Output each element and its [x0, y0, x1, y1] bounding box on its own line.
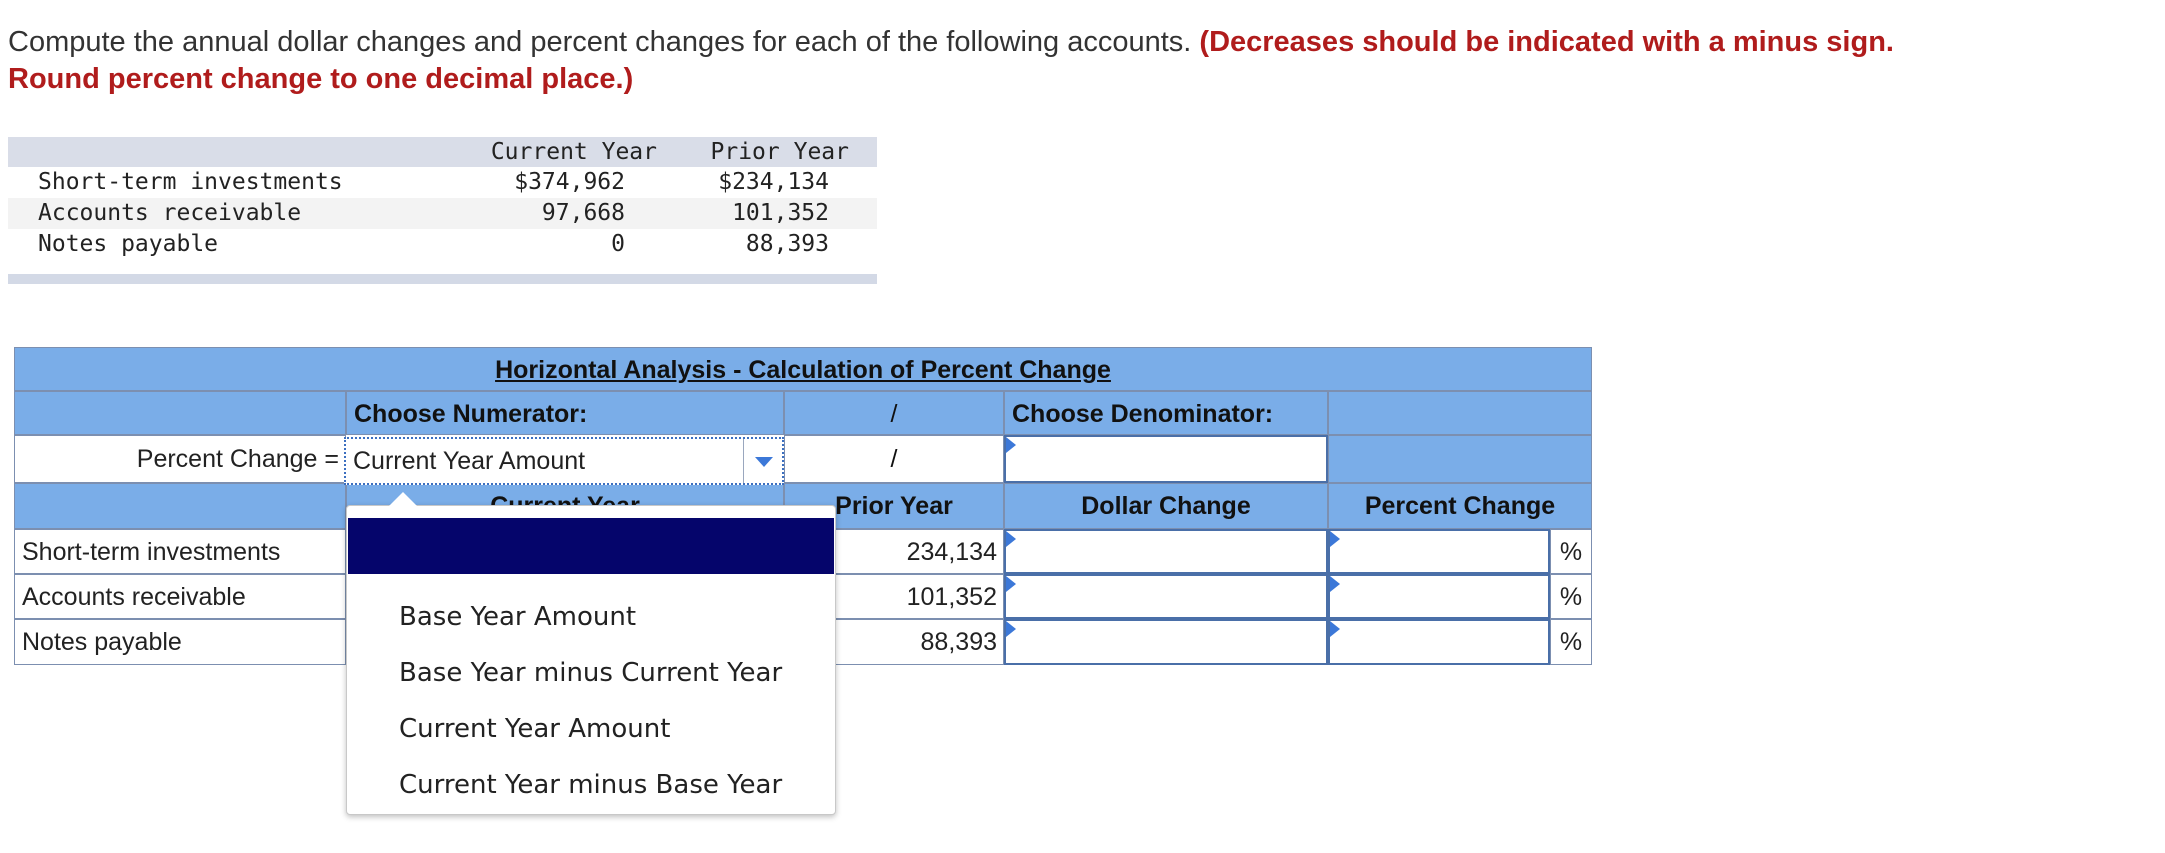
given-row-label: Notes payable: [38, 231, 219, 257]
chevron-down-icon: [755, 457, 773, 467]
percent-sign: %: [1550, 619, 1592, 665]
instructions-emphasis: (Decreases should be indicated with a mi…: [8, 26, 1894, 95]
percent-change-input[interactable]: [1328, 529, 1550, 574]
dropdown-option[interactable]: Current Year minus Base Year: [399, 770, 783, 800]
dropdown-toggle[interactable]: [743, 439, 782, 483]
dropdown-option[interactable]: Current Year Amount: [399, 714, 671, 744]
given-row: Accounts receivable 97,668 101,352: [8, 198, 877, 229]
numerator-selected-value: Current Year Amount: [353, 447, 586, 475]
formula-blank-cell: [1328, 435, 1592, 483]
dropdown-caret-icon: [389, 492, 417, 506]
given-row-label: Short-term investments: [38, 169, 343, 195]
numerator-dropdown-menu: Base Year Amount Base Year minus Current…: [346, 492, 836, 815]
row-label-accounts-receivable: Accounts receivable: [14, 574, 346, 619]
given-row-current: 0: [611, 231, 625, 257]
input-marker-icon: [1330, 621, 1340, 637]
input-marker-icon: [1006, 576, 1016, 592]
input-marker-icon: [1006, 531, 1016, 547]
given-data-table: Current Year Prior Year Short-term inves…: [8, 137, 877, 284]
dropdown-option[interactable]: Base Year minus Current Year: [399, 658, 783, 688]
input-marker-icon: [1006, 621, 1016, 637]
dollar-change-input[interactable]: [1004, 574, 1328, 619]
choose-numerator-label: Choose Numerator:: [346, 391, 784, 435]
divide-slash: /: [784, 435, 1004, 483]
input-marker-icon: [1330, 576, 1340, 592]
given-header-current-year: Current Year: [490, 139, 657, 165]
given-table-header: Current Year Prior Year: [8, 137, 877, 167]
percent-sign: %: [1550, 574, 1592, 619]
dropdown-option[interactable]: Base Year Amount: [399, 602, 637, 632]
percent-change-formula-label: Percent Change =: [14, 435, 346, 483]
given-table-bottom-bar: [8, 274, 877, 284]
given-row-prior: 101,352: [732, 200, 829, 226]
denominator-select[interactable]: [1004, 435, 1328, 483]
percent-change-input[interactable]: [1328, 619, 1550, 665]
dropdown-option-blank-highlighted[interactable]: [348, 518, 834, 574]
divide-slash: /: [784, 391, 1004, 435]
percent-change-input[interactable]: [1328, 574, 1550, 619]
numerator-select[interactable]: Current Year Amount: [344, 437, 784, 485]
given-row-prior: $234,134: [718, 169, 829, 195]
given-row-prior: 88,393: [745, 231, 829, 257]
header-blank-cell: [14, 391, 346, 435]
given-row-label: Accounts receivable: [38, 200, 302, 226]
given-row-current: 97,668: [541, 200, 625, 226]
instructions-text: Compute the annual dollar changes and pe…: [8, 26, 1200, 58]
instructions: Compute the annual dollar changes and pe…: [8, 24, 1908, 98]
given-header-prior-year: Prior Year: [710, 139, 849, 165]
worksheet-title: Horizontal Analysis - Calculation of Per…: [14, 347, 1592, 391]
column-header-percent-change: Percent Change: [1328, 483, 1592, 529]
percent-sign: %: [1550, 529, 1592, 574]
dollar-change-input[interactable]: [1004, 619, 1328, 665]
row-label-notes-payable: Notes payable: [14, 619, 346, 665]
given-row: Notes payable 0 88,393: [8, 229, 877, 260]
choose-denominator-label: Choose Denominator:: [1004, 391, 1328, 435]
column-header-dollar-change: Dollar Change: [1004, 483, 1328, 529]
column-header-blank: [14, 483, 346, 529]
given-row: Short-term investments $374,962 $234,134: [8, 167, 877, 198]
input-marker-icon: [1006, 437, 1016, 453]
row-label-short-term-investments: Short-term investments: [14, 529, 346, 574]
header-blank-cell: [1328, 391, 1592, 435]
input-marker-icon: [1330, 531, 1340, 547]
given-row-current: $374,962: [514, 169, 625, 195]
dollar-change-input[interactable]: [1004, 529, 1328, 574]
